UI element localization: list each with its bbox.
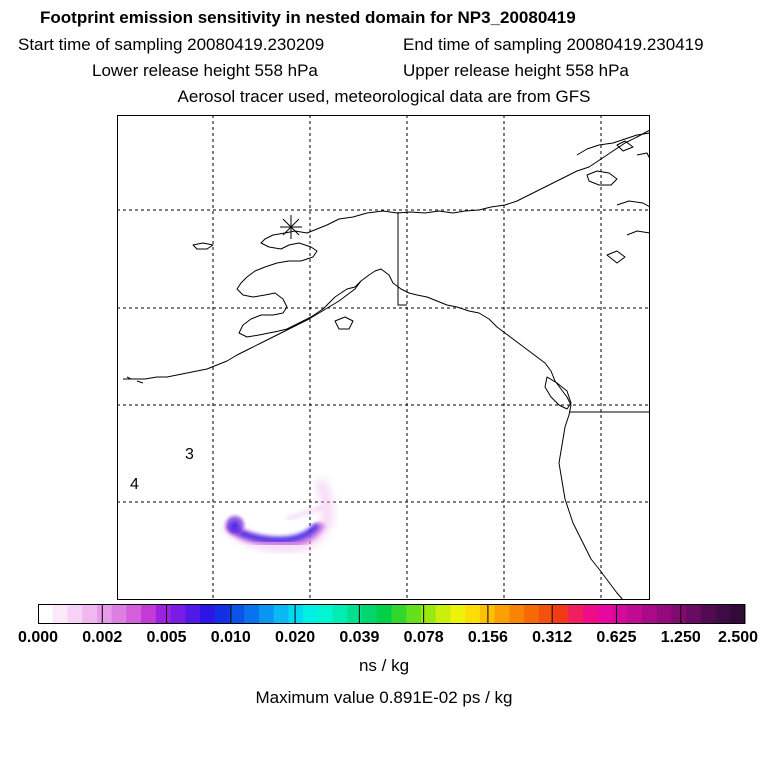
plot-title: Footprint emission sensitivity in nested… — [40, 8, 576, 27]
colorbar-cell — [700, 604, 717, 624]
colorbar-cell — [686, 604, 702, 624]
colorbar-tick-label: 0.078 — [403, 629, 444, 646]
colorbar-cell — [627, 604, 643, 624]
colorbar — [38, 604, 746, 624]
colorbar-cell — [376, 604, 392, 624]
colorbar-tick-label: 2.500 — [717, 629, 759, 646]
start-time-label: Start time of sampling 20080419.230209 — [18, 35, 325, 54]
colorbar-cell — [538, 604, 555, 624]
colorbar-cell — [362, 604, 378, 624]
graticule — [117, 115, 650, 600]
colorbar-cell — [582, 604, 599, 624]
colorbar-cell — [185, 604, 201, 624]
colorbar-tick-label: 0.000 — [17, 629, 59, 646]
colorbar-tick-label: 0.010 — [210, 629, 251, 646]
maximum-value-label: Maximum value 0.891E-02 ps / kg — [255, 688, 513, 707]
colorbar-cell — [111, 604, 127, 624]
colorbar-cell — [317, 604, 334, 624]
colorbar-cell — [509, 604, 525, 624]
colorbar-tick-label: 0.002 — [82, 629, 123, 646]
colorbar-cell — [38, 604, 54, 624]
colorbar-cell — [258, 604, 275, 624]
colorbar-cell — [730, 604, 746, 624]
colorbar-cell — [553, 604, 569, 624]
colorbar-tick-label: 0.312 — [532, 629, 573, 646]
colorbar-tick-label: 0.156 — [467, 629, 508, 646]
upper-height-label: Upper release height 558 hPa — [403, 61, 629, 80]
colorbar-cell — [465, 604, 481, 624]
colorbar-cell — [612, 604, 628, 624]
colorbar-tick-label: 0.020 — [275, 629, 316, 646]
colorbar-tick-label: 0.005 — [146, 629, 187, 646]
colorbar-units: ns / kg — [358, 656, 410, 675]
colorbar-cell — [494, 604, 510, 624]
marker-label-3: 3 — [185, 446, 194, 463]
colorbar-cell — [126, 604, 142, 624]
colorbar-cell — [671, 604, 687, 624]
colorbar-cell — [406, 604, 422, 624]
colorbar-cell — [715, 604, 731, 624]
marker-label-4: 4 — [130, 476, 139, 493]
lower-height-label: Lower release height 558 hPa — [92, 61, 318, 80]
colorbar-cell — [347, 604, 363, 624]
footprint-plume — [222, 478, 334, 554]
colorbar-tick-label: 0.625 — [596, 629, 637, 646]
map-frame — [117, 115, 650, 600]
colorbar-cell — [96, 604, 113, 624]
release-point-marker — [280, 215, 302, 239]
colorbar-cell — [273, 604, 289, 624]
colorbar-cell — [391, 604, 407, 624]
colorbar-cell — [524, 604, 540, 624]
coastline — [123, 129, 650, 600]
colorbar-cell — [641, 604, 658, 624]
colorbar-cell — [288, 604, 304, 624]
tracer-label: Aerosol tracer used, meteorological data… — [177, 87, 591, 106]
colorbar-cell — [214, 604, 230, 624]
colorbar-cell — [229, 604, 245, 624]
colorbar-cell — [52, 604, 68, 624]
colorbar-cell — [244, 604, 260, 624]
colorbar-cell — [200, 604, 216, 624]
colorbar-cell — [450, 604, 466, 624]
colorbar-cell — [141, 604, 157, 624]
colorbar-cell — [435, 604, 451, 624]
end-time-label: End time of sampling 20080419.230419 — [403, 35, 704, 54]
colorbar-cell — [332, 604, 348, 624]
colorbar-cell — [170, 604, 186, 624]
colorbar-cell — [155, 604, 172, 624]
colorbar-cell — [597, 604, 613, 624]
colorbar-cell — [656, 604, 672, 624]
footprint-map: 3 4 — [117, 115, 650, 600]
colorbar-cell — [67, 604, 83, 624]
colorbar-tick-label: 0.039 — [339, 629, 380, 646]
colorbar-cell — [82, 604, 98, 624]
colorbar-tick-label: 1.250 — [660, 629, 701, 646]
colorbar-cell — [568, 604, 584, 624]
colorbar-cell — [303, 604, 319, 624]
colorbar-cell — [420, 604, 437, 624]
